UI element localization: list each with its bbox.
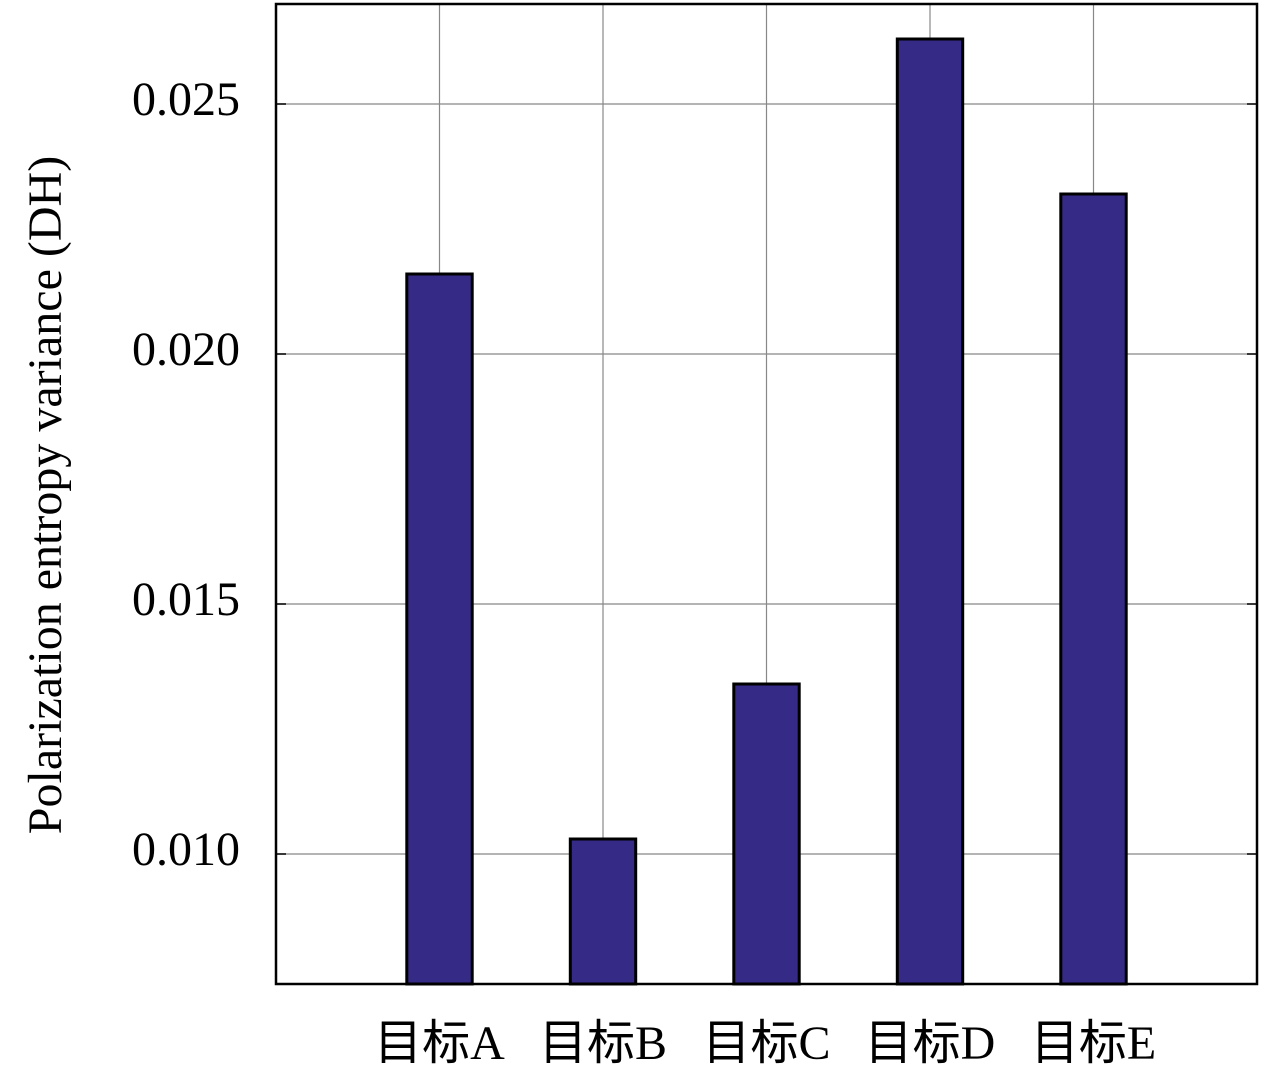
bar (1059, 192, 1128, 986)
bar (568, 837, 638, 986)
bar (895, 37, 965, 986)
y-tick-label: 0.020 (132, 323, 240, 376)
y-axis-label: Polarization entropy variance (DH) (19, 156, 72, 834)
y-tick-label: 0.025 (132, 73, 240, 126)
bar (405, 272, 474, 986)
bar (732, 682, 801, 986)
x-tick-label: 目标C (702, 1017, 830, 1070)
x-tick-label: 目标E (1031, 1017, 1156, 1070)
x-tick-label: 目标A (374, 1017, 505, 1070)
y-tick-label: 0.015 (132, 573, 240, 626)
x-tick-label: 目标D (865, 1017, 996, 1070)
plot-frame (274, 2, 1259, 986)
y-tick-label: 0.010 (132, 823, 240, 876)
x-tick-label: 目标B (539, 1017, 667, 1070)
